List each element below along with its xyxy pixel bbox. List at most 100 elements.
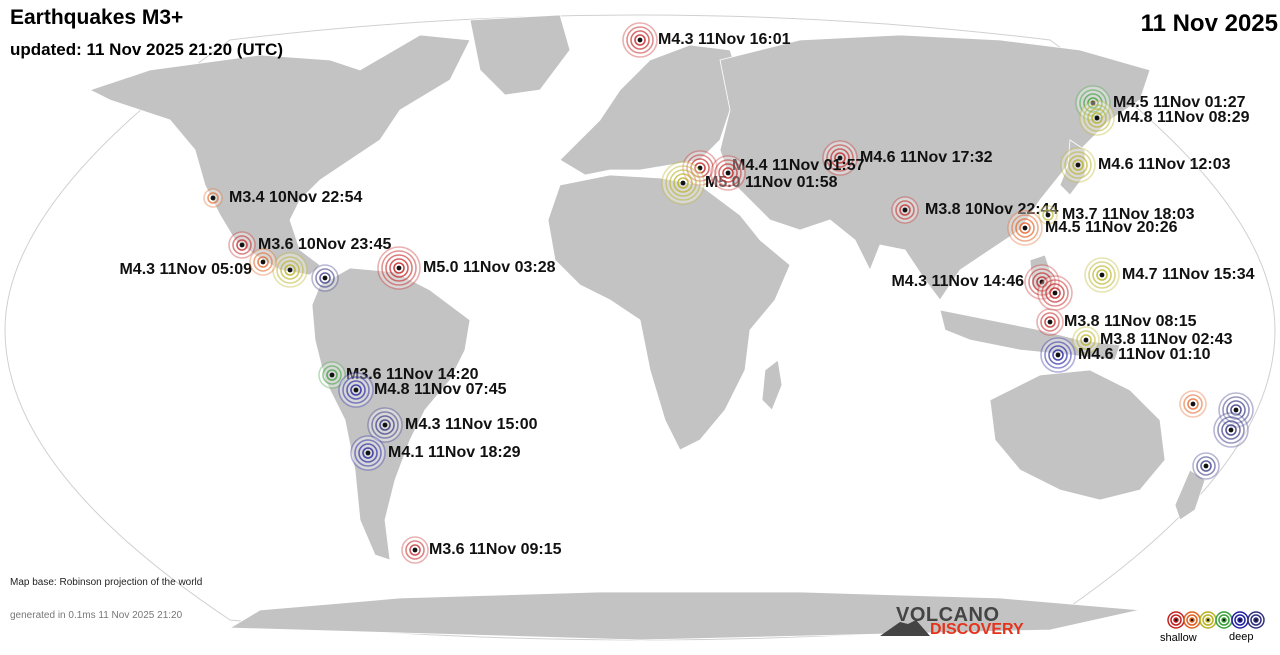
- quake-ring: [1080, 334, 1092, 346]
- quake-label: M4.7 11Nov 15:34: [1122, 266, 1255, 283]
- quake-ring: [358, 443, 378, 463]
- quake-marker[interactable]: [311, 264, 339, 292]
- quake-marker[interactable]: M4.8 11Nov 07:45: [338, 372, 507, 408]
- quake-ring: [354, 439, 382, 467]
- quake-marker[interactable]: [1179, 390, 1207, 418]
- quake-marker[interactable]: M4.6 11Nov 01:10: [1040, 337, 1211, 373]
- quake-marker[interactable]: M3.7 11Nov 18:03: [1038, 205, 1195, 225]
- quake-marker[interactable]: [249, 248, 277, 276]
- quake-ring: [1083, 93, 1103, 113]
- quake-ring: [319, 272, 331, 284]
- updated-timestamp: updated: 11 Nov 2025 21:20 (UTC): [10, 40, 284, 59]
- quake-ring: [1087, 97, 1099, 109]
- quake-marker[interactable]: M3.6 10Nov 23:45: [228, 231, 392, 259]
- quake-ring: [830, 148, 850, 168]
- quake-ring: [690, 158, 710, 178]
- quake-marker[interactable]: [710, 155, 746, 191]
- quake-ring: [677, 177, 689, 189]
- volcano-discovery-logo[interactable]: VOLCANO DISCOVERY: [880, 604, 1030, 640]
- quake-ring: [1217, 416, 1245, 444]
- quake-ring: [276, 256, 304, 284]
- quake-marker[interactable]: M3.8 11Nov 08:15: [1036, 308, 1197, 336]
- quake-epicenter: [1039, 279, 1045, 285]
- quake-marker[interactable]: M3.8 10Nov 22:44: [891, 196, 1059, 224]
- quake-ring: [1221, 420, 1241, 440]
- quake-marker[interactable]: [1218, 392, 1254, 428]
- quake-marker[interactable]: M4.7 11Nov 15:34: [1084, 257, 1255, 293]
- quake-epicenter: [1022, 225, 1028, 231]
- quake-ring: [718, 163, 738, 183]
- quake-epicenter: [239, 242, 245, 248]
- quake-ring: [1225, 424, 1237, 436]
- quake-label: M4.3 11Nov 05:09: [119, 261, 252, 278]
- quake-epicenter: [837, 155, 843, 161]
- logo-text-discovery: DISCOVERY: [930, 621, 1024, 638]
- page-title: Earthquakes M3+: [10, 6, 184, 29]
- quake-marker[interactable]: [1037, 275, 1073, 311]
- quake-ring: [346, 380, 366, 400]
- quake-ring: [665, 165, 701, 201]
- quake-marker[interactable]: M4.6 11Nov 17:32: [822, 140, 993, 176]
- quake-label: M5.0 11Nov 01:58: [705, 174, 838, 191]
- quake-label: M4.6 11Nov 12:03: [1098, 156, 1231, 173]
- quake-ring: [1044, 316, 1056, 328]
- quake-marker[interactable]: M4.3 11Nov 15:00: [367, 407, 538, 443]
- quake-epicenter: [680, 180, 686, 186]
- quake-ring: [1052, 349, 1064, 361]
- quake-label: M5.0 11Nov 03:28: [423, 259, 556, 276]
- quake-ring: [1072, 159, 1084, 171]
- quake-epicenter: [637, 37, 643, 43]
- quake-label: M4.3 11Nov 15:00: [405, 416, 538, 433]
- quake-marker[interactable]: M3.6 11Nov 14:20: [318, 361, 479, 389]
- legend-depth-swatch: [1231, 611, 1249, 629]
- quake-ring: [1049, 287, 1061, 299]
- quake-ring: [1045, 283, 1065, 303]
- quake-ring: [694, 162, 706, 174]
- quake-ring: [1040, 312, 1060, 332]
- volcano-logo-icon: [880, 620, 930, 636]
- quake-marker[interactable]: M4.4 11Nov 01:57: [682, 150, 865, 186]
- quake-epicenter: [210, 195, 216, 201]
- quake-ring: [371, 411, 399, 439]
- quake-ring: [1076, 330, 1096, 350]
- quake-marker[interactable]: M4.8 11Nov 08:29: [1079, 100, 1250, 136]
- map-date: 11 Nov 2025: [1140, 10, 1278, 37]
- quake-marker[interactable]: M5.0 11Nov 01:58: [661, 161, 838, 205]
- quake-marker[interactable]: M3.6 11Nov 09:15: [401, 536, 562, 564]
- quake-ring: [1083, 104, 1111, 132]
- quake-epicenter: [353, 387, 359, 393]
- quake-epicenter: [1190, 401, 1196, 407]
- quake-marker[interactable]: M4.5 11Nov 20:26: [1007, 210, 1178, 246]
- quake-epicenter: [1045, 212, 1051, 218]
- quake-marker[interactable]: M4.1 11Nov 18:29: [350, 435, 521, 471]
- quake-label: M3.6 10Nov 23:45: [258, 236, 392, 253]
- quake-ring: [1015, 218, 1035, 238]
- quake-ring: [1187, 398, 1199, 410]
- map-base-note: Map base: Robinson projection of the wor…: [10, 577, 203, 588]
- new-zealand: [1174, 469, 1206, 521]
- quake-marker[interactable]: M3.4 10Nov 22:54: [203, 188, 363, 208]
- quake-epicenter: [1055, 352, 1061, 358]
- quake-label: M4.8 11Nov 07:45: [374, 381, 507, 398]
- quake-ring: [722, 167, 734, 179]
- quake-marker[interactable]: M3.8 11Nov 02:43: [1072, 326, 1233, 354]
- quake-epicenter: [1094, 115, 1100, 121]
- quake-marker[interactable]: M5.0 11Nov 03:28: [377, 246, 556, 290]
- quake-ring: [1091, 112, 1103, 124]
- quake-marker[interactable]: M4.3 11Nov 16:01: [622, 22, 791, 58]
- quake-marker[interactable]: M4.5 11Nov 01:27: [1075, 85, 1246, 121]
- quake-label: M3.6 11Nov 14:20: [346, 366, 479, 383]
- generated-note: generated in 0.1ms 11 Nov 2025 21:20: [10, 610, 183, 621]
- logo-text-volcano: VOLCANO: [896, 604, 1000, 626]
- quake-epicenter: [1228, 427, 1234, 433]
- quake-epicenter: [412, 547, 418, 553]
- quake-ring: [1042, 209, 1054, 221]
- quake-marker[interactable]: [1213, 412, 1249, 448]
- quake-epicenter: [365, 450, 371, 456]
- quake-ring: [1183, 394, 1203, 414]
- legend-depth-swatch: [1199, 611, 1217, 629]
- quake-marker[interactable]: M4.3 11Nov 05:09: [119, 252, 308, 288]
- quake-marker[interactable]: [1192, 452, 1220, 480]
- quake-epicenter: [322, 275, 328, 281]
- quake-marker[interactable]: M4.6 11Nov 12:03: [1060, 147, 1231, 183]
